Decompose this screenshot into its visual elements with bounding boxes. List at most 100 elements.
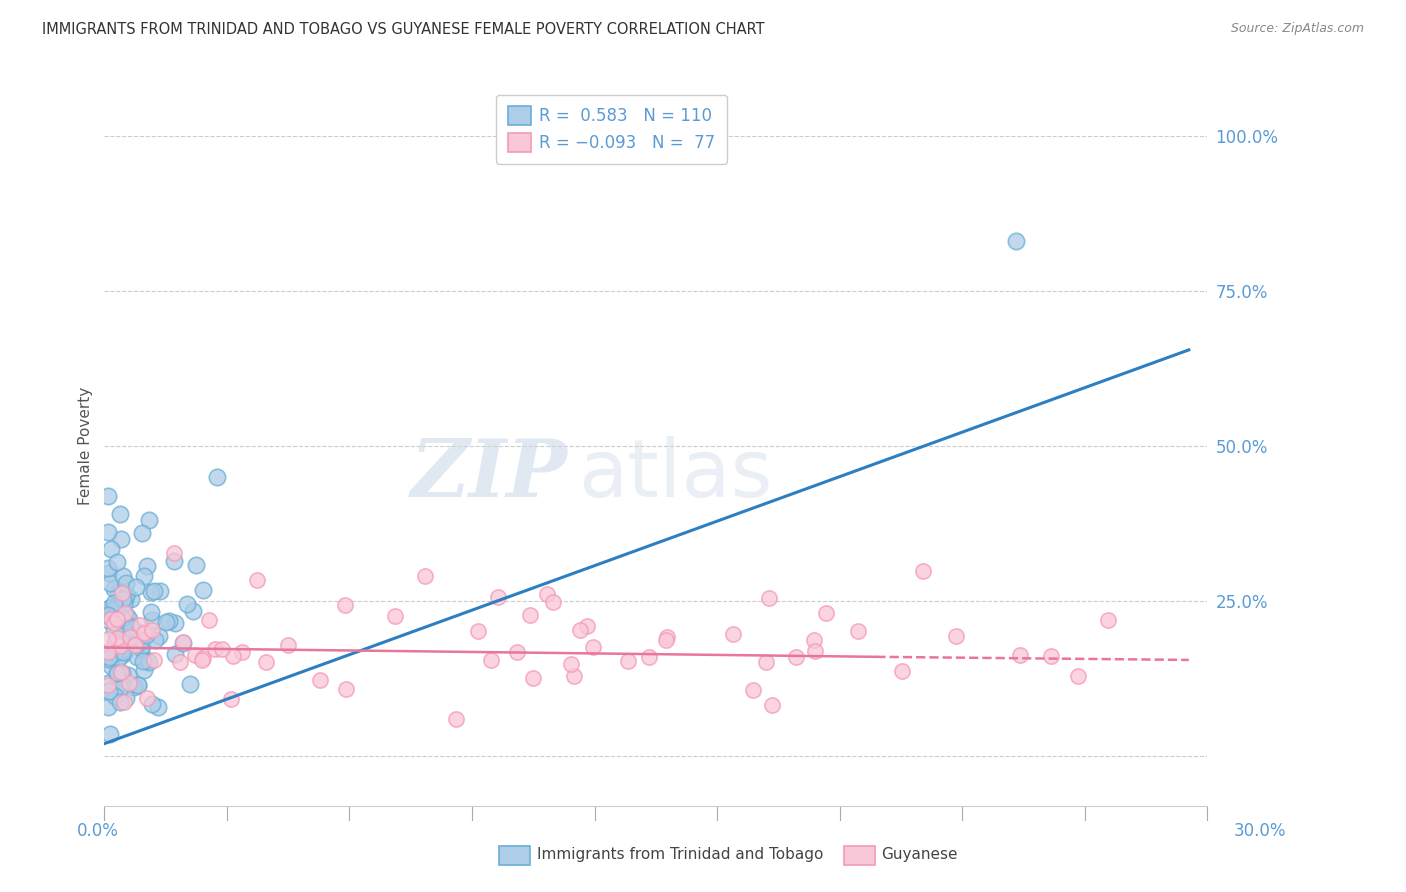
Point — [1005, 235, 1028, 249]
Point — [97, 600, 120, 615]
Point — [100, 542, 122, 557]
Point — [118, 676, 141, 690]
Point — [143, 632, 166, 647]
Point — [1097, 614, 1119, 628]
Point — [110, 532, 132, 546]
Point — [97, 608, 120, 623]
Point — [134, 663, 156, 677]
Point — [115, 587, 138, 601]
Point — [103, 582, 125, 596]
Point — [576, 619, 599, 633]
Point — [98, 684, 121, 698]
Point — [163, 615, 186, 630]
Point — [191, 653, 214, 667]
Point — [117, 667, 139, 681]
Point — [758, 591, 780, 605]
Point — [131, 633, 153, 648]
Text: Source: ZipAtlas.com: Source: ZipAtlas.com — [1230, 22, 1364, 36]
Point — [141, 585, 163, 599]
Point — [127, 677, 149, 691]
Point — [562, 668, 585, 682]
Point — [560, 657, 582, 671]
Point — [155, 615, 177, 629]
Point — [104, 646, 127, 660]
Point — [148, 629, 170, 643]
Point — [104, 635, 127, 649]
Text: 0.0%: 0.0% — [77, 822, 120, 840]
Point — [541, 595, 564, 609]
Point — [277, 638, 299, 652]
Point — [204, 641, 226, 656]
Point — [135, 625, 157, 640]
Point — [141, 698, 163, 712]
Point — [103, 596, 125, 610]
Point — [125, 580, 148, 594]
Point — [135, 690, 157, 705]
Point — [111, 680, 134, 694]
Point — [97, 561, 120, 575]
Point — [112, 634, 135, 648]
Point — [110, 630, 132, 644]
Point — [105, 555, 128, 569]
Point — [486, 590, 509, 604]
Legend: R =  0.583   N = 110, R = −0.093   N =  77: R = 0.583 N = 110, R = −0.093 N = 77 — [496, 95, 727, 164]
Point — [128, 624, 150, 639]
Point — [120, 619, 142, 633]
Point — [785, 650, 807, 665]
Point — [101, 604, 124, 618]
Point — [165, 648, 187, 662]
Point — [912, 564, 935, 578]
Point — [568, 623, 591, 637]
Point — [179, 677, 201, 691]
Point — [197, 613, 219, 627]
Point — [111, 621, 134, 635]
Text: ZIP: ZIP — [411, 436, 568, 514]
Point — [616, 654, 638, 668]
Point — [184, 558, 207, 572]
Point — [804, 643, 827, 657]
Point — [141, 605, 163, 619]
Point — [127, 637, 149, 651]
Point — [333, 598, 356, 612]
Point — [132, 626, 155, 640]
Point — [891, 664, 914, 678]
Point — [98, 575, 121, 590]
Point — [97, 700, 120, 714]
Point — [1010, 648, 1032, 663]
Point — [111, 611, 134, 625]
Point — [254, 655, 277, 669]
Point — [163, 554, 186, 568]
Point — [163, 546, 186, 560]
Point — [467, 624, 489, 638]
Point — [97, 652, 120, 666]
Text: Immigrants from Trinidad and Tobago: Immigrants from Trinidad and Tobago — [537, 847, 824, 862]
Point — [112, 696, 135, 710]
Point — [309, 673, 332, 687]
Point — [114, 595, 136, 609]
Point — [138, 513, 160, 527]
Point — [655, 630, 678, 644]
Point — [97, 684, 120, 698]
Point — [138, 655, 160, 669]
Point — [97, 566, 120, 581]
Point — [146, 700, 169, 714]
Point — [172, 636, 194, 650]
Point — [115, 608, 138, 623]
Point — [103, 640, 125, 655]
Point — [118, 612, 141, 626]
Point — [114, 606, 136, 620]
Point — [110, 644, 132, 658]
Point — [444, 712, 467, 726]
Point — [97, 645, 120, 659]
Point — [104, 637, 127, 651]
Point — [111, 586, 134, 600]
Point — [519, 607, 541, 622]
Point — [131, 525, 153, 540]
Point — [103, 624, 125, 638]
Point — [97, 650, 120, 665]
Point — [111, 592, 134, 607]
Point — [384, 609, 406, 624]
Point — [246, 573, 269, 587]
Point — [105, 666, 128, 681]
Point — [655, 633, 678, 648]
